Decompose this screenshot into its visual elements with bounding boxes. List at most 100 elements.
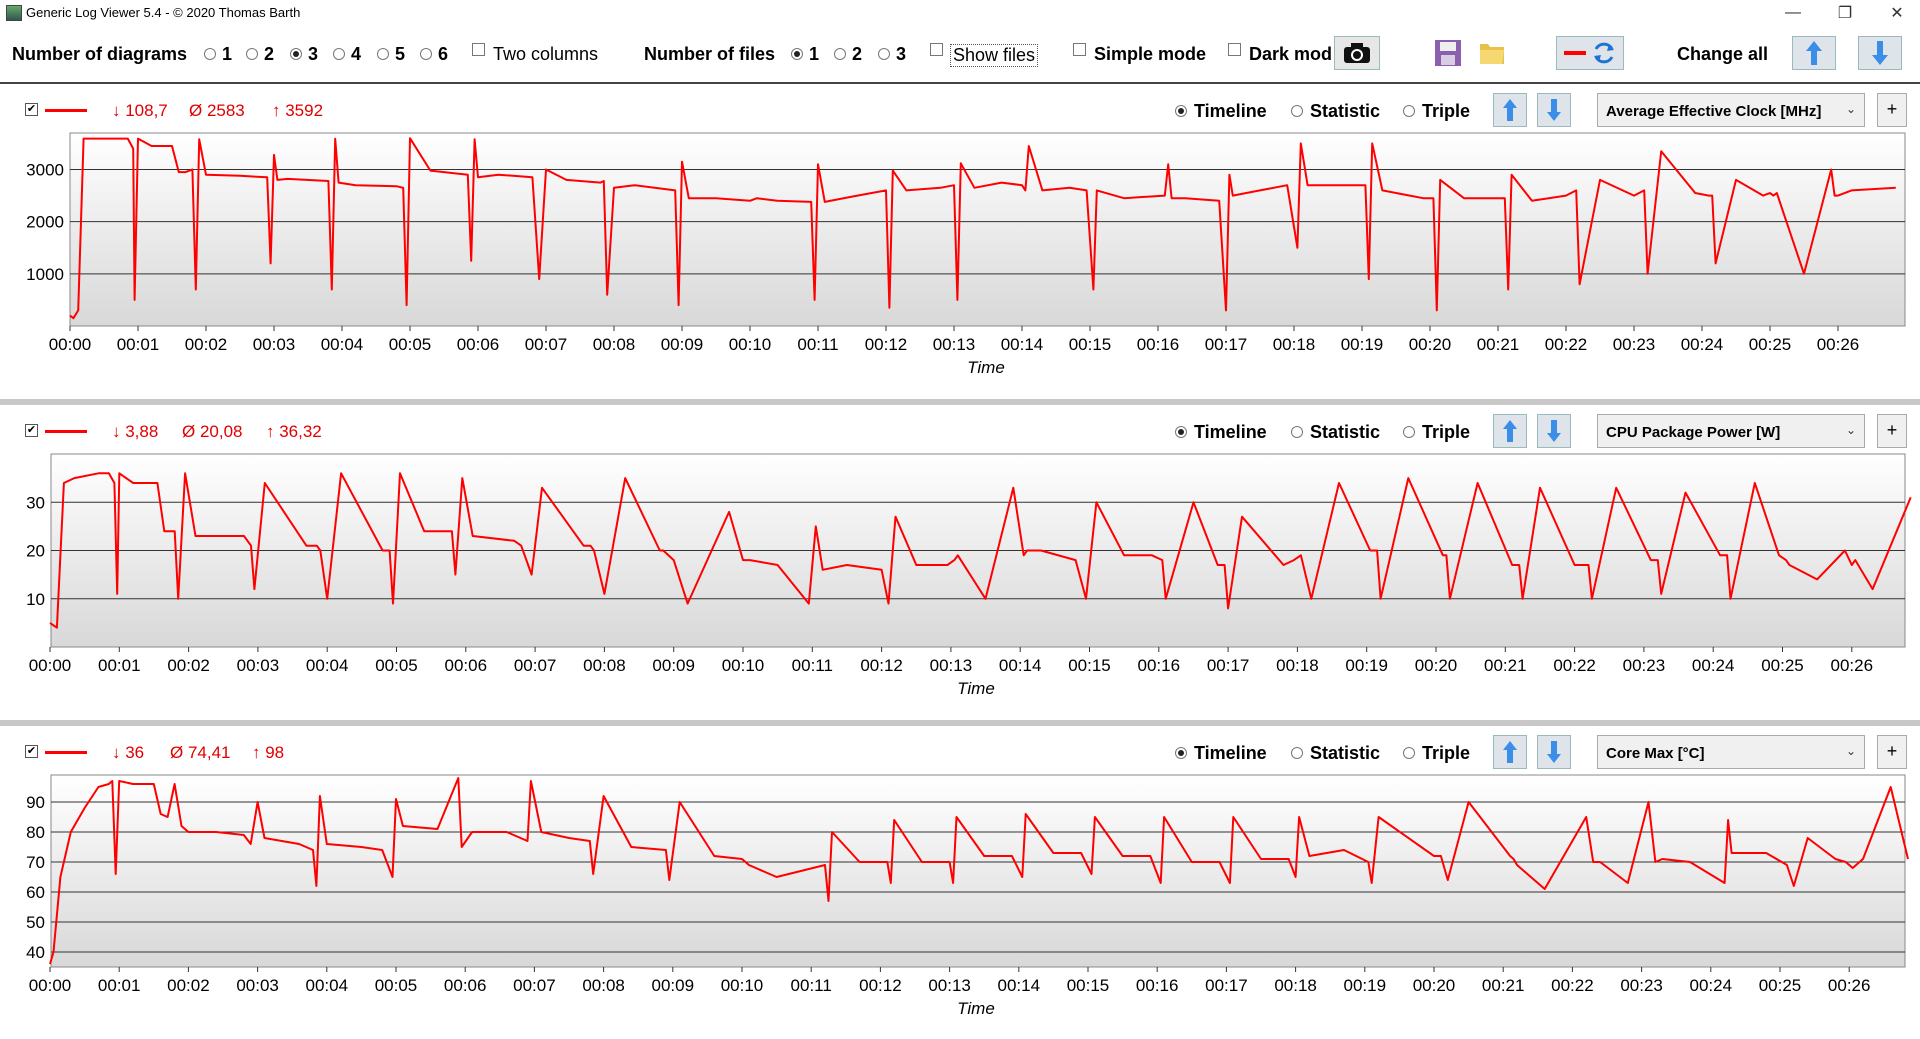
x-tick-label: 00:07 <box>513 976 556 995</box>
metric-select[interactable]: Average Effective Clock [MHz] ⌄ <box>1597 93 1865 127</box>
y-tick-label: 20 <box>26 542 45 561</box>
diagram-panel-1: ✔ ↓ 108,7 Ø 2583 ↑ 3592 Timeline Statist… <box>0 89 1920 389</box>
restore-button[interactable]: ❐ <box>1837 5 1853 22</box>
series-visible-checkbox[interactable]: ✔ <box>25 745 38 758</box>
x-tick-label: 00:17 <box>1207 656 1250 675</box>
minimize-button[interactable]: — <box>1785 4 1801 21</box>
diagram-radio-5[interactable] <box>377 48 389 60</box>
x-tick-label: 00:05 <box>389 335 432 354</box>
series-line <box>69 137 1896 320</box>
timeline-radio[interactable] <box>1175 426 1187 438</box>
move-down-button[interactable] <box>1537 735 1571 769</box>
series-visible-checkbox[interactable]: ✔ <box>25 424 38 437</box>
file-radio-2[interactable] <box>834 48 846 60</box>
move-up-button[interactable] <box>1493 414 1527 448</box>
change-all-label: Change all <box>1677 44 1769 64</box>
series-legend-line <box>45 109 87 112</box>
add-series-button[interactable]: + <box>1877 735 1907 769</box>
x-axis-label: Time <box>957 999 995 1018</box>
simple-mode-checkbox[interactable] <box>1073 43 1086 56</box>
title-bar: Generic Log Viewer 5.4 - © 2020 Thomas B… <box>0 0 1920 26</box>
file-radio-3[interactable] <box>878 48 890 60</box>
file-radio-1[interactable] <box>791 48 803 60</box>
y-tick-label: 70 <box>26 853 45 872</box>
x-tick-label: 00:06 <box>457 335 500 354</box>
x-tick-label: 00:18 <box>1276 656 1319 675</box>
triple-radio[interactable] <box>1403 426 1415 438</box>
two-columns-checkbox[interactable] <box>472 43 485 56</box>
show-files-checkbox[interactable] <box>930 43 943 56</box>
save-button[interactable] <box>1430 36 1466 70</box>
file-option-2: 2 <box>852 44 863 64</box>
x-tick-label: 00:16 <box>1138 656 1181 675</box>
x-tick-label: 00:01 <box>98 656 141 675</box>
diagram-panel-2: ✔ ↓ 3,88 Ø 20,08 ↑ 36,32 Timeline Statis… <box>0 410 1920 710</box>
max-value: ↑ 36,32 <box>266 422 322 441</box>
triple-radio[interactable] <box>1403 105 1415 117</box>
timeline-label: Timeline <box>1194 101 1267 121</box>
move-all-down-button[interactable] <box>1858 36 1902 70</box>
diagram-option-4: 4 <box>351 44 362 64</box>
series-visible-checkbox[interactable]: ✔ <box>25 103 38 116</box>
statistic-label: Statistic <box>1310 422 1381 442</box>
statistic-radio[interactable] <box>1291 426 1303 438</box>
min-value: ↓ 36 <box>112 743 145 762</box>
open-folder-button[interactable] <box>1474 36 1510 70</box>
dark-mode-checkbox[interactable] <box>1228 43 1241 56</box>
x-tick-label: 00:00 <box>29 976 72 995</box>
x-tick-label: 00:01 <box>117 335 160 354</box>
diagram-panel-3: ✔ ↓ 36 Ø 74,41 ↑ 98 Timeline Statistic T… <box>0 731 1920 1031</box>
triple-label: Triple <box>1422 743 1471 763</box>
x-tick-label: 00:06 <box>444 976 487 995</box>
statistic-radio[interactable] <box>1291 105 1303 117</box>
timeline-chart: 1000 2000 3000 00:00 00:01 00:02 00:03 00:04 00:… <box>26 132 1906 377</box>
move-down-button[interactable] <box>1537 93 1571 127</box>
x-tick-label: 00:22 <box>1553 656 1596 675</box>
screenshot-button[interactable] <box>1334 36 1380 70</box>
x-tick-label: 00:04 <box>321 335 364 354</box>
y-tick-label: 3000 <box>26 161 64 180</box>
diagram-radio-2[interactable] <box>246 48 258 60</box>
plot-area <box>50 774 1906 968</box>
file-option-3: 3 <box>896 44 907 64</box>
move-up-button[interactable] <box>1493 93 1527 127</box>
swap-color-button[interactable] <box>1556 36 1624 70</box>
arrow-down-icon <box>1547 420 1561 442</box>
close-button[interactable]: ✕ <box>1890 5 1904 22</box>
x-tick-label: 00:19 <box>1341 335 1384 354</box>
x-tick-label: 00:17 <box>1205 335 1248 354</box>
arrow-down-icon <box>1547 741 1561 763</box>
timeline-radio[interactable] <box>1175 105 1187 117</box>
diagram-radio-1[interactable] <box>204 48 216 60</box>
diagram-radio-6[interactable] <box>420 48 432 60</box>
panel-separator <box>0 720 1920 726</box>
timeline-radio[interactable] <box>1175 747 1187 759</box>
x-tick-label: 00:02 <box>185 335 228 354</box>
x-tick-label: 00:07 <box>514 656 557 675</box>
triple-label: Triple <box>1422 101 1471 121</box>
x-tick-label: 00:03 <box>236 976 279 995</box>
move-all-up-button[interactable] <box>1792 36 1836 70</box>
metric-select[interactable]: CPU Package Power [W] ⌄ <box>1597 414 1865 448</box>
move-down-button[interactable] <box>1537 414 1571 448</box>
triple-radio[interactable] <box>1403 747 1415 759</box>
metric-select[interactable]: Core Max [°C] ⌄ <box>1597 735 1865 769</box>
x-tick-label: 00:05 <box>375 656 418 675</box>
x-tick-label: 00:02 <box>167 656 210 675</box>
diagram-radio-4[interactable] <box>333 48 345 60</box>
diagram-option-5: 5 <box>395 44 406 64</box>
x-tick-label: 00:17 <box>1205 976 1248 995</box>
statistic-radio[interactable] <box>1291 747 1303 759</box>
move-up-button[interactable] <box>1493 735 1527 769</box>
x-tick-label: 00:12 <box>859 976 902 995</box>
diagram-radio-3[interactable] <box>290 48 302 60</box>
chevron-down-icon: ⌄ <box>1845 423 1856 437</box>
add-series-button[interactable]: + <box>1877 414 1907 448</box>
y-tick-label: 40 <box>26 943 45 962</box>
x-tick-label: 00:10 <box>721 976 764 995</box>
metric-select-value: CPU Package Power [W] <box>1606 424 1781 441</box>
x-tick-label: 00:13 <box>933 335 976 354</box>
add-series-button[interactable]: + <box>1877 93 1907 127</box>
panel-header: ✔ ↓ 108,7 Ø 2583 ↑ 3592 Timeline Statist… <box>0 89 1920 133</box>
diagram-option-6: 6 <box>438 44 449 64</box>
